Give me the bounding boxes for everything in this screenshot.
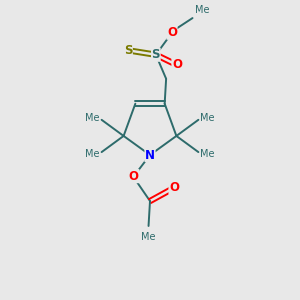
Text: Me: Me	[200, 149, 215, 159]
Text: O: O	[167, 26, 177, 39]
Text: O: O	[129, 169, 139, 183]
Text: Me: Me	[200, 113, 215, 123]
Text: O: O	[169, 182, 179, 194]
Text: N: N	[145, 148, 155, 161]
Text: Me: Me	[141, 232, 156, 242]
Text: O: O	[172, 58, 182, 71]
Text: S: S	[124, 44, 132, 57]
Text: Me: Me	[85, 149, 100, 159]
Text: S: S	[152, 48, 160, 61]
Text: Me: Me	[195, 5, 210, 15]
Text: Me: Me	[85, 113, 100, 123]
